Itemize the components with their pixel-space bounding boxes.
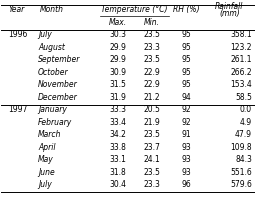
Text: Temperature (°C): Temperature (°C) (101, 5, 168, 14)
Text: Month: Month (39, 5, 63, 14)
Text: 95: 95 (181, 68, 191, 77)
Text: Min.: Min. (144, 18, 160, 27)
Text: October: October (38, 68, 69, 77)
Text: 109.8: 109.8 (230, 143, 252, 152)
Text: 84.3: 84.3 (235, 155, 252, 164)
Text: 1996: 1996 (8, 31, 27, 39)
Text: 29.9: 29.9 (109, 43, 126, 52)
Text: 261.1: 261.1 (231, 55, 252, 64)
Text: 123.2: 123.2 (231, 43, 252, 52)
Text: 4.9: 4.9 (240, 118, 252, 127)
Text: 94: 94 (181, 93, 191, 102)
Text: 358.1: 358.1 (230, 31, 252, 39)
Text: 91: 91 (182, 130, 191, 139)
Text: 1997: 1997 (8, 105, 27, 114)
Text: 23.3: 23.3 (144, 180, 161, 189)
Text: 23.5: 23.5 (144, 55, 161, 64)
Text: 33.3: 33.3 (109, 105, 126, 114)
Text: November: November (38, 80, 78, 89)
Text: 93: 93 (181, 155, 191, 164)
Text: 95: 95 (181, 31, 191, 39)
Text: 0.0: 0.0 (240, 105, 252, 114)
Text: March: March (38, 130, 62, 139)
Text: Rainfall: Rainfall (215, 2, 243, 11)
Text: 95: 95 (181, 55, 191, 64)
Text: 58.5: 58.5 (235, 93, 252, 102)
Text: April: April (38, 143, 56, 152)
Text: 33.8: 33.8 (109, 143, 126, 152)
Text: 266.2: 266.2 (230, 68, 252, 77)
Text: 23.5: 23.5 (144, 130, 161, 139)
Text: 30.3: 30.3 (109, 31, 126, 39)
Text: 23.7: 23.7 (144, 143, 161, 152)
Text: 92: 92 (182, 118, 191, 127)
Text: 22.9: 22.9 (144, 68, 161, 77)
Text: 21.9: 21.9 (144, 118, 161, 127)
Text: July: July (38, 180, 52, 189)
Text: 31.8: 31.8 (110, 168, 126, 177)
Text: 23.5: 23.5 (144, 168, 161, 177)
Text: 23.5: 23.5 (144, 31, 161, 39)
Text: RH (%): RH (%) (173, 5, 200, 14)
Text: (mm): (mm) (219, 9, 240, 18)
Text: 93: 93 (181, 168, 191, 177)
Text: 20.5: 20.5 (144, 105, 161, 114)
Text: 47.9: 47.9 (235, 130, 252, 139)
Text: 24.1: 24.1 (144, 155, 161, 164)
Text: September: September (38, 55, 80, 64)
Text: 93: 93 (181, 143, 191, 152)
Text: 579.6: 579.6 (230, 180, 252, 189)
Text: Max.: Max. (109, 18, 127, 27)
Text: December: December (38, 93, 78, 102)
Text: 96: 96 (181, 180, 191, 189)
Text: Year: Year (9, 5, 25, 14)
Text: 31.9: 31.9 (109, 93, 126, 102)
Text: 95: 95 (181, 43, 191, 52)
Text: July: July (38, 31, 52, 39)
Text: 22.9: 22.9 (144, 80, 161, 89)
Text: 30.9: 30.9 (109, 68, 126, 77)
Text: August: August (38, 43, 65, 52)
Text: 551.6: 551.6 (230, 168, 252, 177)
Text: May: May (38, 155, 54, 164)
Text: 29.9: 29.9 (109, 55, 126, 64)
Text: 31.5: 31.5 (109, 80, 126, 89)
Text: January: January (38, 105, 67, 114)
Text: 33.4: 33.4 (109, 118, 126, 127)
Text: 33.1: 33.1 (109, 155, 126, 164)
Text: 92: 92 (182, 105, 191, 114)
Text: 21.2: 21.2 (144, 93, 160, 102)
Text: 153.4: 153.4 (230, 80, 252, 89)
Text: 95: 95 (181, 80, 191, 89)
Text: June: June (38, 168, 55, 177)
Text: 23.3: 23.3 (144, 43, 161, 52)
Text: 34.2: 34.2 (109, 130, 126, 139)
Text: 30.4: 30.4 (109, 180, 126, 189)
Text: February: February (38, 118, 72, 127)
